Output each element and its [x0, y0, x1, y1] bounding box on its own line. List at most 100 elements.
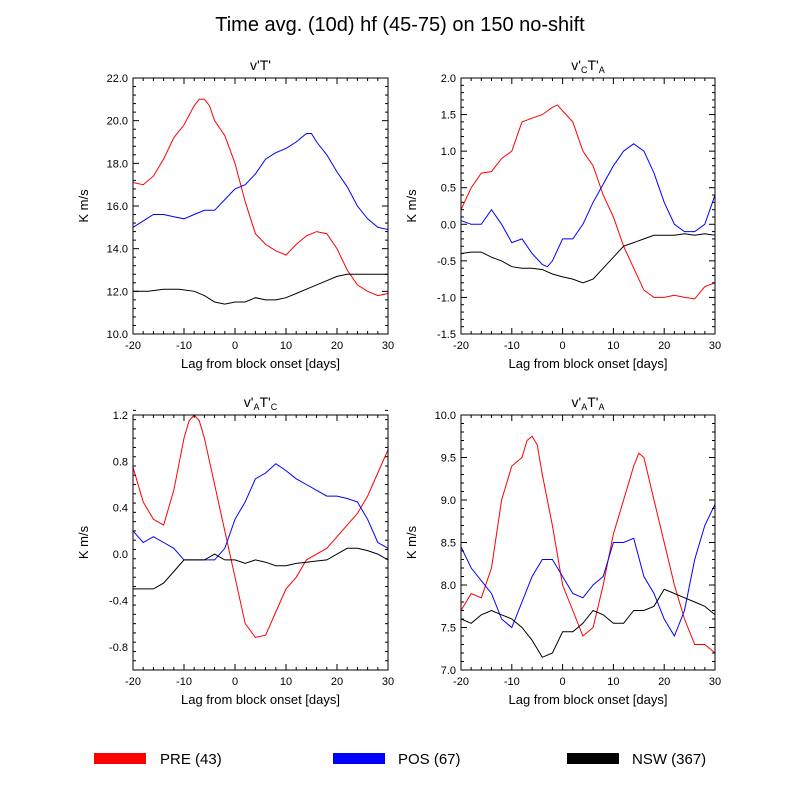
x-tick-label: -10: [176, 676, 192, 688]
x-tick-label: -20: [453, 340, 469, 352]
y-tick-label: 0.5: [441, 183, 456, 195]
legend-item-pre: PRE (43): [94, 751, 222, 768]
panel-title-part: T': [587, 57, 598, 73]
y-tick-label: 0.0: [113, 549, 128, 561]
series-line-pre: [461, 435, 715, 654]
y-tick-label: 1.2: [113, 410, 128, 422]
x-tick-label: 0: [560, 340, 566, 352]
x-tick-label: -20: [125, 676, 141, 688]
legend-swatch: [94, 753, 146, 764]
y-tick-label: -0.5: [437, 256, 456, 268]
y-tick-label: 0.4: [113, 503, 128, 515]
y-axis-label: K m/s: [76, 189, 91, 223]
series-line-pos: [461, 143, 715, 268]
x-tick-label: -10: [504, 676, 520, 688]
y-tick-label: -1.5: [437, 329, 456, 341]
x-axis-label: Lag from block onset [days]: [181, 692, 340, 707]
panel-title: v'CT'A: [571, 57, 604, 75]
x-tick-label: 0: [232, 340, 238, 352]
x-tick-label: -20: [125, 340, 141, 352]
x-axis-label: Lag from block onset [days]: [509, 356, 668, 371]
legend-swatch: [333, 753, 385, 764]
series-line-pre: [133, 415, 388, 639]
y-tick-label: -1.0: [437, 292, 456, 304]
panel-title-part: A: [599, 65, 605, 75]
y-axis-label: K m/s: [404, 189, 419, 223]
series-line-nsw: [461, 233, 715, 284]
series-line-pos: [133, 133, 388, 230]
y-tick-label: 7.0: [441, 665, 456, 677]
x-axis-label: Lag from block onset [days]: [181, 356, 340, 371]
y-tick-label: 22.0: [107, 73, 128, 85]
panel-title: v'AT'A: [572, 394, 605, 412]
panel-title-part: v': [572, 394, 582, 410]
legend-label: PRE (43): [160, 751, 222, 768]
series-line-nsw: [461, 588, 715, 658]
panel-title-part: T': [587, 394, 598, 410]
panels: v'T'-20 -10 0 10 20 3010.012.014.016.018.020.…: [76, 57, 721, 707]
series-line-nsw: [133, 547, 388, 590]
plot-frame: [132, 414, 389, 671]
y-axis-label: K m/s: [76, 525, 91, 559]
y-tick-label: 0.8: [113, 456, 128, 468]
x-tick-label: 10: [280, 676, 292, 688]
legend-item-pos: POS (67): [333, 751, 461, 768]
x-axis-label: Lag from block onset [days]: [509, 692, 668, 707]
panel-title-part: v': [571, 57, 581, 73]
x-tick-label: 0: [232, 676, 238, 688]
y-tick-label: 12.0: [107, 286, 128, 298]
series-line-pre: [461, 104, 715, 300]
y-tick-label: -0.8: [109, 642, 128, 654]
y-tick-label: 7.5: [441, 623, 456, 635]
panel-title-part: C: [581, 65, 588, 75]
panel-title: v'T': [250, 57, 271, 73]
y-tick-label: 10.0: [107, 329, 128, 341]
panel-p2: v'CT'A -20 -10 0 10 20 30 -1.5 -1.0 -0.5 0.0 0.5 1.0…: [404, 57, 721, 371]
legend-swatch: [567, 753, 619, 764]
y-tick-label: 1.0: [441, 146, 456, 158]
panel-title-part: T': [259, 394, 270, 410]
panel-title-part: A: [253, 402, 259, 412]
panel-title-part: A: [581, 402, 587, 412]
x-tick-label: 30: [382, 676, 394, 688]
x-tick-label: 30: [709, 676, 721, 688]
panel-title-part: v'T': [250, 57, 271, 73]
plot-frame: [460, 77, 716, 335]
x-tick-label: 20: [658, 676, 670, 688]
x-tick-label: 10: [607, 676, 619, 688]
y-tick-label: 0.0: [441, 219, 456, 231]
series-line-pre: [133, 98, 388, 297]
y-tick-label: 8.5: [441, 538, 456, 550]
x-tick-label: -10: [176, 340, 192, 352]
figure-title: Time avg. (10d) hf (45-75) on 150 no-shi…: [215, 14, 585, 36]
panel-p4: v'AT'A-20 -10 0 10 20 307.07.58.08.59.09.510.…: [404, 394, 721, 707]
y-axis-label: K m/s: [404, 525, 419, 559]
y-tick-label: 1.5: [441, 110, 456, 122]
legend-label: NSW (367): [632, 751, 706, 768]
x-tick-label: 20: [331, 340, 343, 352]
y-tick-label: 9.5: [441, 453, 456, 465]
series-line-nsw: [133, 273, 388, 305]
x-tick-label: -10: [504, 340, 520, 352]
y-tick-label: 14.0: [107, 244, 128, 256]
panel-title: v'AT'C: [244, 394, 278, 412]
y-tick-label: 8.0: [441, 580, 456, 592]
y-tick-label: 16.0: [107, 201, 128, 213]
y-tick-label: 18.0: [107, 158, 128, 170]
x-tick-label: -20: [453, 676, 469, 688]
plot-frame: [132, 77, 389, 335]
y-tick-label: 20.0: [107, 116, 128, 128]
panel-title-part: A: [598, 402, 604, 412]
x-tick-label: 20: [331, 676, 343, 688]
legend-label: POS (67): [398, 751, 461, 768]
x-tick-label: 10: [280, 340, 292, 352]
y-tick-label: -0.4: [109, 595, 128, 607]
panel-title-part: v': [244, 394, 254, 410]
x-tick-label: 10: [607, 340, 619, 352]
legend: PRE (43) POS (67) NSW (367): [94, 751, 706, 768]
x-tick-label: 30: [709, 340, 721, 352]
panel-p3: v'AT'C -20 -10 0 10 20 30 -0.8 -0.4 0.0 0.4 0.8 1.2 L…: [76, 394, 394, 707]
legend-item-nsw: NSW (367): [567, 751, 706, 768]
y-tick-label: 10.0: [435, 410, 456, 422]
series-line-pos: [461, 504, 715, 638]
